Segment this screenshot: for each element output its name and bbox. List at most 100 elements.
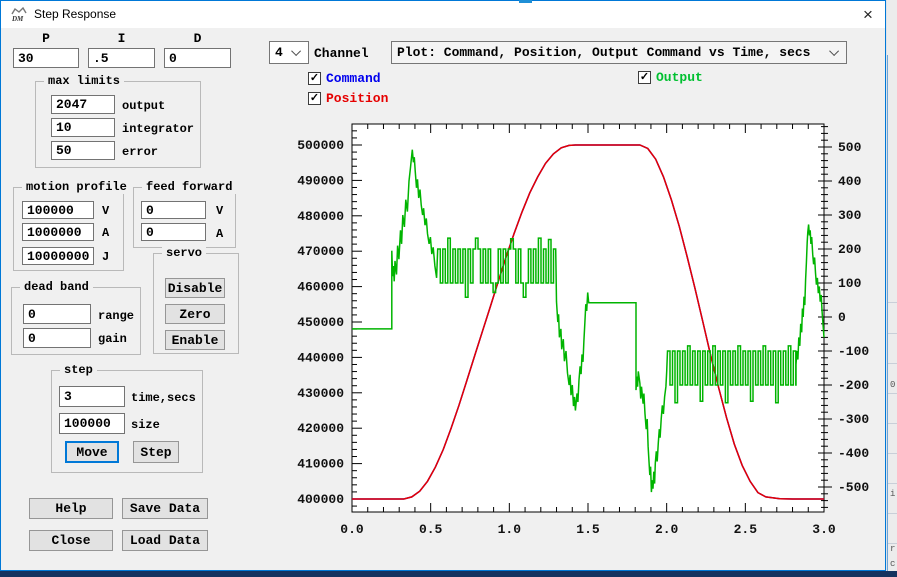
- command-checkbox-label: Command: [326, 71, 381, 86]
- position-checkbox[interactable]: ✓: [308, 92, 321, 105]
- step-time-label: time,secs: [131, 391, 196, 405]
- svg-text:460000: 460000: [297, 280, 344, 295]
- svg-text:420000: 420000: [297, 421, 344, 436]
- close-window-button[interactable]: ×: [852, 2, 884, 27]
- svg-text:0.0: 0.0: [340, 522, 364, 537]
- servo-zero-button[interactable]: Zero: [165, 304, 225, 324]
- profile-accel-field[interactable]: [22, 223, 94, 241]
- max-error-label: error: [122, 145, 158, 159]
- svg-text:-100: -100: [838, 344, 869, 359]
- ff-velocity-label: V: [216, 204, 223, 218]
- feed-forward-title: feed forward: [142, 180, 236, 194]
- step-response-dialog: DM Step Response × P I D 4 Channel Plot:…: [0, 0, 886, 571]
- step-size-label: size: [131, 418, 160, 432]
- profile-accel-label: A: [102, 226, 109, 240]
- background-window-border: [887, 55, 888, 571]
- svg-text:1.0: 1.0: [498, 522, 522, 537]
- step-response-chart: 500000 490000 480000 470000 460000 450000 4400…: [291, 116, 891, 551]
- plot-type-value: Plot: Command, Position, Output Command …: [392, 45, 810, 60]
- deadband-range-field[interactable]: [23, 304, 91, 324]
- output-checkbox[interactable]: ✓: [638, 71, 651, 84]
- svg-text:200: 200: [838, 242, 862, 257]
- channel-label: Channel: [314, 46, 369, 61]
- svg-text:100: 100: [838, 276, 862, 291]
- deadband-gain-label: gain: [98, 332, 127, 346]
- svg-text:440000: 440000: [297, 350, 344, 365]
- profile-jerk-label: J: [102, 250, 109, 264]
- max-integrator-field[interactable]: [51, 118, 115, 137]
- taskbar-edge-strip: [0, 571, 897, 577]
- servo-title: servo: [162, 246, 206, 260]
- svg-text:-400: -400: [838, 446, 869, 461]
- svg-text:490000: 490000: [297, 173, 344, 188]
- deadband-gain-field[interactable]: [23, 328, 91, 348]
- max-output-field[interactable]: [51, 95, 115, 114]
- svg-text:500000: 500000: [297, 138, 344, 153]
- svg-text:480000: 480000: [297, 209, 344, 224]
- i-label: I: [88, 31, 155, 46]
- app-icon: DM: [10, 6, 28, 23]
- sliver-glyph: r: [890, 544, 895, 554]
- sliver-glyph: 0: [890, 380, 895, 390]
- svg-text:410000: 410000: [297, 457, 344, 472]
- step-time-field[interactable]: [59, 386, 125, 407]
- motion-profile-title: motion profile: [22, 180, 131, 194]
- svg-text:0.5: 0.5: [419, 522, 443, 537]
- svg-text:450000: 450000: [297, 315, 344, 330]
- svg-text:-300: -300: [838, 412, 869, 427]
- profile-jerk-field[interactable]: [22, 247, 94, 265]
- svg-text:0: 0: [838, 310, 846, 325]
- svg-text:470000: 470000: [297, 244, 344, 259]
- max-limits-title: max limits: [44, 74, 124, 88]
- svg-text:DM: DM: [11, 15, 24, 23]
- svg-text:-500: -500: [838, 480, 869, 495]
- profile-velocity-field[interactable]: [22, 201, 94, 219]
- background-window-nub: [519, 0, 532, 3]
- channel-select[interactable]: 4: [269, 41, 309, 64]
- background-window-sliver: 0 i r c: [887, 0, 897, 571]
- position-checkbox-label: Position: [326, 91, 388, 106]
- step-button[interactable]: Step: [133, 441, 179, 463]
- servo-enable-button[interactable]: Enable: [165, 330, 225, 350]
- channel-value: 4: [270, 45, 283, 60]
- p-gain-field[interactable]: [13, 48, 79, 68]
- window-title: Step Response: [34, 7, 116, 21]
- servo-disable-button[interactable]: Disable: [165, 278, 225, 298]
- svg-text:-200: -200: [838, 378, 869, 393]
- d-label: D: [164, 31, 231, 46]
- max-error-field[interactable]: [51, 141, 115, 160]
- svg-text:1.5: 1.5: [576, 522, 600, 537]
- svg-text:300: 300: [838, 208, 862, 223]
- ff-accel-field[interactable]: [141, 223, 206, 241]
- ff-velocity-field[interactable]: [141, 201, 206, 219]
- sliver-glyph: c: [890, 559, 895, 569]
- title-bar: DM Step Response ×: [1, 1, 885, 28]
- sliver-glyph: i: [890, 489, 895, 499]
- profile-velocity-label: V: [102, 204, 109, 218]
- load-data-button[interactable]: Load Data: [122, 530, 208, 551]
- step-title: step: [60, 363, 97, 377]
- step-size-field[interactable]: [59, 413, 125, 434]
- command-checkbox[interactable]: ✓: [308, 72, 321, 85]
- svg-text:3.0: 3.0: [812, 522, 836, 537]
- svg-text:2.0: 2.0: [655, 522, 679, 537]
- save-data-button[interactable]: Save Data: [122, 498, 208, 519]
- svg-text:400: 400: [838, 174, 862, 189]
- chevron-down-icon: [291, 46, 301, 56]
- svg-text:2.5: 2.5: [734, 522, 758, 537]
- deadband-range-label: range: [98, 309, 134, 323]
- plot-type-select[interactable]: Plot: Command, Position, Output Command …: [391, 41, 847, 64]
- move-button[interactable]: Move: [65, 441, 119, 463]
- svg-text:400000: 400000: [297, 492, 344, 507]
- output-checkbox-label: Output: [656, 70, 703, 85]
- help-button[interactable]: Help: [29, 498, 113, 519]
- max-integrator-label: integrator: [122, 122, 194, 136]
- chevron-down-icon: [829, 46, 839, 56]
- max-output-label: output: [122, 99, 165, 113]
- dead-band-title: dead band: [20, 280, 93, 294]
- close-button[interactable]: Close: [29, 530, 113, 551]
- p-label: P: [13, 31, 79, 46]
- ff-accel-label: A: [216, 227, 223, 241]
- i-gain-field[interactable]: [88, 48, 155, 68]
- d-gain-field[interactable]: [164, 48, 231, 68]
